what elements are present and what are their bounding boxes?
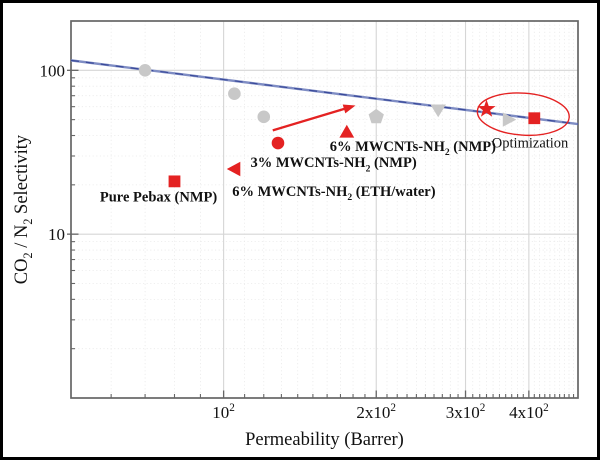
marker-optimization-star bbox=[477, 99, 496, 117]
marker-ref-circle-1 bbox=[138, 64, 152, 77]
trend-arrow-shaft bbox=[272, 107, 347, 132]
x-tick-label: 4x102 bbox=[509, 402, 549, 422]
x-tick-label: 2x102 bbox=[356, 402, 396, 422]
y-axis-title: CO2 / N2 Selectivity bbox=[12, 134, 35, 284]
annotation-optimization-label: Optimization bbox=[492, 135, 569, 151]
annotation-mwcnt-6-eth-label: 6% MWCNTs-NH2 (ETH/water) bbox=[232, 184, 435, 203]
marker-ref-circle-2 bbox=[228, 87, 241, 100]
annotation-mwcnt-6-nmp-label: 6% MWCNTs-NH2 (NMP) bbox=[330, 139, 496, 158]
y-tick-label: 10 bbox=[48, 225, 65, 244]
optimization-ellipse bbox=[476, 92, 570, 137]
marker-optimization-square bbox=[528, 112, 541, 125]
marker-ref-pentagon bbox=[368, 108, 384, 124]
marker-mwcnt-6-eth-water bbox=[226, 161, 241, 177]
x-axis-title: Permeability (Barrer) bbox=[245, 430, 404, 450]
marker-ref-triangle-down bbox=[430, 104, 446, 118]
annotation-mwcnt-3-nmp-label: 3% MWCNTs-NH2 (NMP) bbox=[251, 155, 417, 174]
marker-ref-triangle-right bbox=[502, 112, 517, 127]
marker-mwcnt-6-nmp bbox=[339, 124, 355, 138]
upper-bound-line-dashes bbox=[70, 59, 579, 125]
x-tick-label: 102 bbox=[212, 402, 235, 422]
y-tick-label: 100 bbox=[40, 61, 66, 80]
x-tick-label: 3x102 bbox=[446, 402, 486, 422]
trend-arrow-head bbox=[342, 104, 356, 114]
marker-pure-pebax bbox=[168, 175, 181, 188]
marker-mwcnt-3-nmp bbox=[271, 136, 285, 150]
plot-area-frame bbox=[70, 20, 579, 399]
annotation-pure-pebax-label: Pure Pebax (NMP) bbox=[100, 189, 217, 205]
marker-ref-circle-3 bbox=[257, 110, 271, 124]
